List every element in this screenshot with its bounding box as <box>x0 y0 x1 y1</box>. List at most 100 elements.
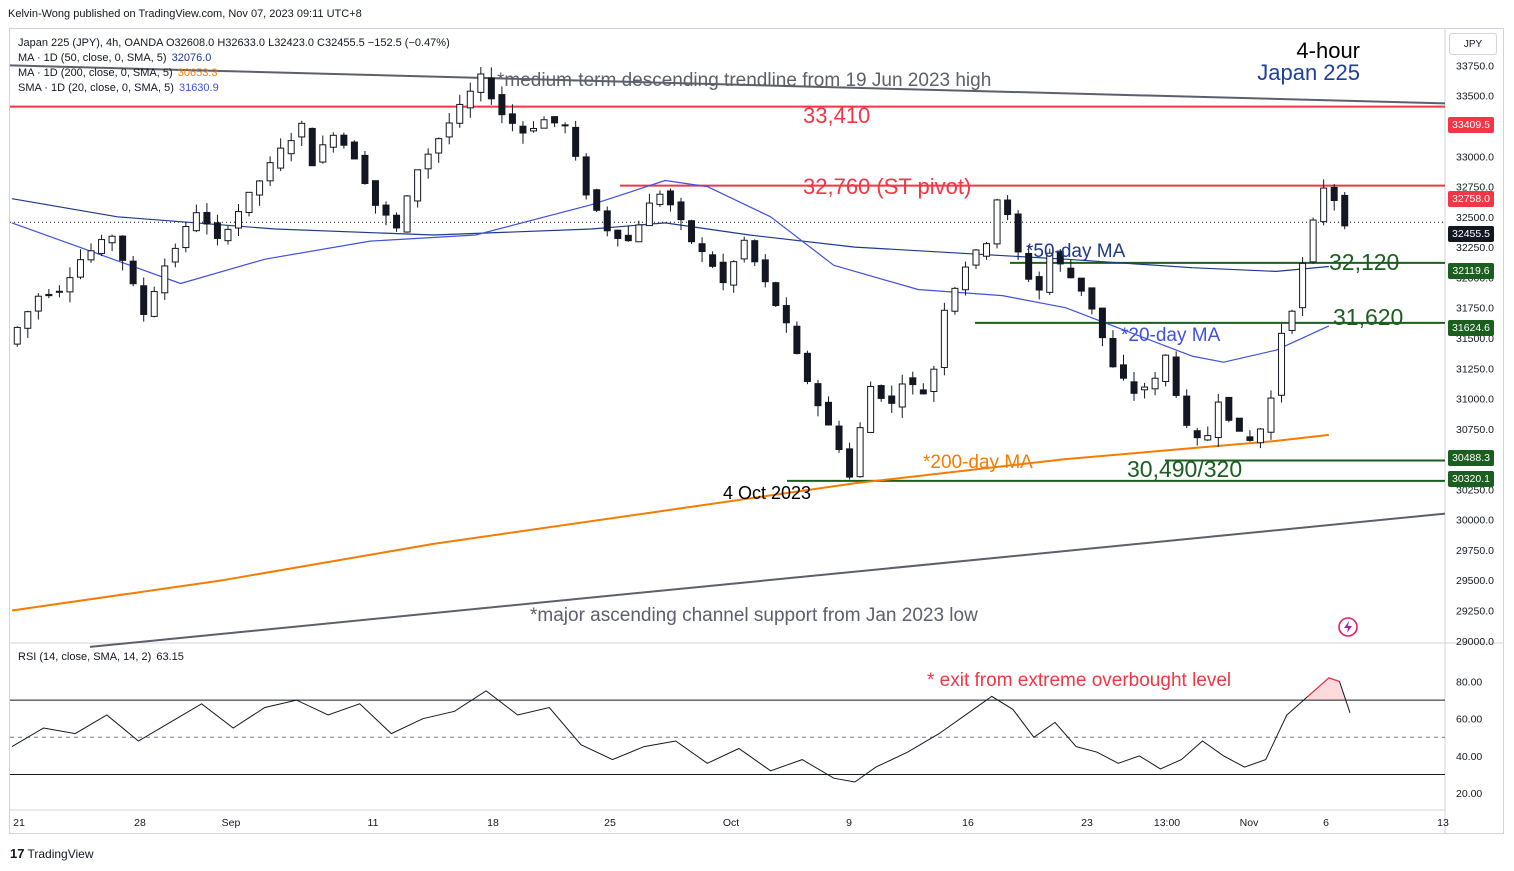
price-axis-tick: 29500.0 <box>1456 575 1494 587</box>
candle-body <box>761 259 769 283</box>
resistance-label: 33,410 <box>803 103 871 128</box>
candle-body <box>224 228 232 242</box>
rsi-axis-tick: 20.00 <box>1456 788 1482 800</box>
chart-frame <box>9 28 1504 834</box>
candle-body <box>140 285 148 315</box>
instrument-label: Japan 225 <box>1257 60 1360 85</box>
candle-body <box>951 287 959 312</box>
candle-body <box>1056 250 1064 265</box>
time-axis-tick: 16 <box>962 817 974 829</box>
price-axis-tick: 32250.0 <box>1456 242 1494 254</box>
candle-body <box>1067 267 1075 279</box>
rsi-axis-tick: 80.00 <box>1456 676 1482 688</box>
candle-body <box>603 210 611 232</box>
candle-body <box>1193 430 1201 439</box>
candle-body <box>688 220 696 243</box>
candle-body <box>34 295 42 312</box>
candle-body <box>519 125 527 134</box>
candle-body <box>171 247 179 263</box>
candle-body <box>477 73 485 93</box>
rsi-legend[interactable]: RSI (14, close, SMA, 14, 2) 63.15 <box>18 650 184 664</box>
candle-body <box>919 389 927 395</box>
candle-body <box>371 180 379 206</box>
price-axis-tick: 33500.0 <box>1456 91 1494 103</box>
candle-body <box>877 385 885 399</box>
candle-body <box>709 254 717 267</box>
ma50-legend-value: 32076.0 <box>171 52 212 64</box>
candle-body <box>666 190 674 206</box>
price-axis-tick: 30000.0 <box>1456 515 1494 527</box>
candle-body <box>909 377 917 386</box>
candle-body <box>98 239 106 255</box>
candle-body <box>213 222 221 239</box>
tradingview-logo[interactable]: 17 TradingView <box>10 846 94 861</box>
time-axis-tick: 11 <box>368 817 379 829</box>
candle-body <box>1267 397 1275 433</box>
support1-label: 32,120 <box>1329 249 1400 275</box>
rsi-axis-tick: 60.00 <box>1456 714 1482 726</box>
price-axis-tick: 31250.0 <box>1456 363 1494 375</box>
candle-body <box>1341 194 1349 227</box>
candle-body <box>235 211 243 229</box>
price-tag-s2: 31624.6 <box>1448 320 1494 336</box>
candle-body <box>814 383 822 407</box>
ma50-legend-label: MA · 1D (50, close, 0, SMA, 5) <box>18 52 167 64</box>
time-axis-tick: 9 <box>846 817 852 829</box>
rsi-line <box>11 677 1351 783</box>
candle-body <box>1130 381 1138 394</box>
candle-body <box>329 134 337 148</box>
price-axis-tick: 32750.0 <box>1456 182 1494 194</box>
candle-body <box>1109 337 1117 368</box>
price-tag-s3a: 30488.3 <box>1448 450 1494 466</box>
candle-body <box>572 126 580 157</box>
candle-body <box>466 90 474 109</box>
candle-body <box>435 138 443 154</box>
ma200-legend-value: 30653.3 <box>177 67 218 79</box>
currency-button[interactable]: JPY <box>1449 33 1497 55</box>
rsi-note: * exit from extreme overbought level <box>927 670 1232 691</box>
candle-body <box>983 243 991 257</box>
candle-body <box>856 427 864 478</box>
candle-body <box>319 144 327 163</box>
candle-body <box>55 290 63 293</box>
candle-body <box>1183 395 1191 426</box>
candle-body <box>1098 307 1106 339</box>
price-tag-last: 32455.5 <box>1448 226 1494 242</box>
lightning-icon[interactable] <box>1337 616 1359 638</box>
candle-body <box>1225 396 1233 421</box>
price-axis-tick: 33000.0 <box>1456 151 1494 163</box>
candle-body <box>76 259 84 278</box>
candle-body <box>192 212 200 232</box>
candle-body <box>561 124 569 127</box>
candle-body <box>1235 417 1243 432</box>
candle-body <box>1151 377 1159 390</box>
ma50-legend[interactable]: MA · 1D (50, close, 0, SMA, 5) 32076.0 <box>18 51 211 65</box>
candle-body <box>487 77 495 100</box>
candle-body <box>782 305 790 324</box>
price-axis-tick: 29000.0 <box>1456 636 1494 648</box>
price-axis-tick: 30250.0 <box>1456 484 1494 496</box>
price-axis-tick: 32500.0 <box>1456 212 1494 224</box>
candle-body <box>266 162 274 182</box>
candle-body <box>287 140 295 155</box>
candle-body <box>245 191 253 213</box>
candle-body <box>1309 219 1317 263</box>
candle-body <box>656 193 664 205</box>
candle-body <box>203 211 211 225</box>
candle-body <box>635 224 643 243</box>
sma20-line <box>11 179 1330 363</box>
candle-body <box>393 214 401 229</box>
candle-body <box>719 261 727 284</box>
candle-body <box>530 128 538 132</box>
sma20-legend[interactable]: SMA · 1D (20, close, 0, SMA, 5) 31630.9 <box>18 81 219 95</box>
price-axis-tick: 29250.0 <box>1456 606 1494 618</box>
time-axis-tick: 23 <box>1081 817 1093 829</box>
candle-body <box>1077 277 1085 292</box>
candle-body <box>740 239 748 260</box>
candle-body <box>108 235 116 244</box>
channel-note: *major ascending channel support from Ja… <box>530 605 978 626</box>
candle-body <box>45 293 53 297</box>
ma200-legend[interactable]: MA · 1D (200, close, 0, SMA, 5) 30653.3 <box>18 66 218 80</box>
time-axis-tick: Nov <box>1240 817 1259 829</box>
